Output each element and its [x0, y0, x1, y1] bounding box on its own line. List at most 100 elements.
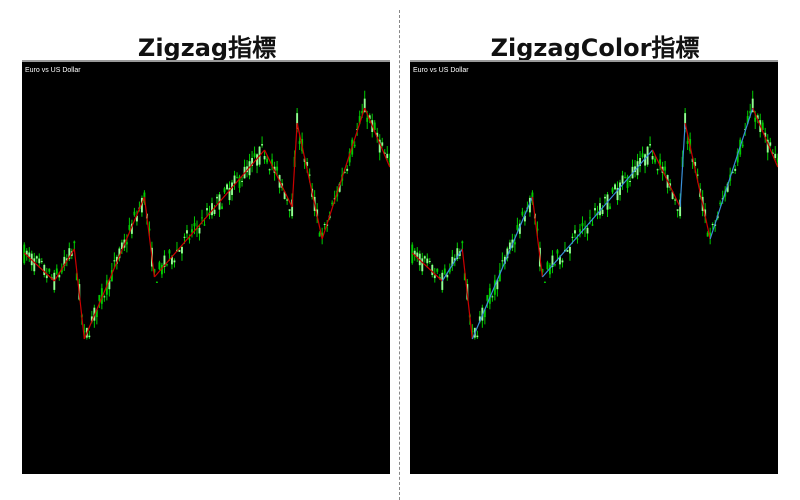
candle-body [246, 166, 249, 173]
candle-body [624, 177, 626, 179]
candle-body [43, 264, 46, 276]
candle-body [614, 184, 616, 190]
candle-body [323, 223, 326, 226]
candle-body [416, 252, 419, 257]
candle-body [28, 252, 31, 257]
candle-body [113, 260, 116, 262]
candle-body [378, 139, 381, 153]
candle-body [518, 223, 521, 234]
candle-body [649, 144, 652, 146]
candle-body [528, 197, 531, 213]
candle-body [456, 248, 459, 260]
candle-body [160, 264, 163, 275]
candle-body [446, 274, 449, 278]
zigzag-segment [461, 248, 473, 340]
candle-body [443, 268, 446, 274]
candle-body [709, 232, 712, 238]
candle-body [348, 151, 351, 163]
candle-body [581, 223, 584, 227]
candle-body [413, 250, 416, 255]
candle-body [621, 175, 624, 184]
candle-body [291, 199, 294, 217]
candle-body [158, 262, 161, 270]
candle-body [659, 159, 662, 167]
candle-body [656, 169, 659, 171]
zigzag-segment [684, 122, 711, 240]
candle-body [358, 116, 361, 124]
zigzag-segment [652, 149, 681, 208]
candle-body [105, 280, 108, 295]
candle-body [186, 230, 188, 234]
candle-body [110, 270, 113, 282]
candle-body [228, 187, 231, 201]
candle-body [173, 260, 176, 263]
candle-body [133, 211, 136, 216]
candle-body [433, 275, 436, 279]
candle-body [373, 122, 376, 130]
candle-body [261, 144, 264, 146]
candle-body [381, 142, 384, 146]
candle-body [388, 158, 390, 163]
candle-body [761, 122, 764, 130]
candle-body [155, 281, 158, 283]
candle-body [543, 281, 546, 283]
candle-body [241, 180, 243, 182]
zigzag-segment [364, 107, 390, 168]
candle-body [231, 182, 233, 195]
candle-body [441, 272, 444, 290]
candle-body [576, 238, 579, 240]
candle-body [686, 141, 689, 144]
candle-body [238, 176, 241, 188]
candle-body [233, 175, 236, 184]
candle-body [589, 217, 591, 219]
zigzag-chart[interactable]: Euro vs US Dollar [22, 60, 390, 474]
candle-body [118, 248, 121, 259]
candle-body [594, 208, 596, 211]
candle-body [331, 202, 334, 205]
candle-body [684, 113, 687, 129]
candle-body [165, 264, 168, 266]
candle-body [451, 256, 454, 266]
zigzag-segment [73, 248, 85, 340]
candle-body [769, 142, 772, 146]
candle-body [338, 183, 341, 192]
candle-body [471, 331, 474, 333]
candle-body [296, 113, 299, 129]
candle-body [206, 208, 208, 211]
candle-body [626, 176, 629, 188]
candle-body [221, 206, 223, 210]
candle-body [140, 197, 143, 213]
candle-body [346, 168, 349, 171]
candle-body [616, 187, 619, 201]
candle-body [574, 230, 576, 234]
candle-body [148, 228, 151, 231]
candle-body [639, 157, 642, 166]
candle-body [766, 139, 769, 153]
zigzag-segment [541, 149, 654, 278]
candle-body [90, 316, 93, 322]
candle-body [664, 166, 667, 171]
zigzagcolor-chart[interactable]: Euro vs US Dollar [410, 60, 778, 474]
candle-body [128, 225, 131, 230]
candle-body [363, 98, 366, 113]
candle-body [168, 250, 171, 254]
candle-body [386, 153, 389, 159]
candle-body [764, 132, 767, 138]
candle-body [604, 196, 606, 199]
candle-body [629, 180, 631, 182]
candle-body [741, 144, 744, 147]
candle-body [298, 141, 301, 144]
candle-body [506, 248, 509, 259]
candle-body [601, 209, 604, 214]
candle-body [45, 275, 48, 279]
zigzag-segment [83, 196, 145, 340]
candle-body [343, 171, 346, 173]
candle-body [478, 316, 481, 322]
candle-body [548, 264, 551, 275]
candle-body [553, 264, 556, 266]
zigzag-segment [709, 107, 754, 240]
candle-body [421, 258, 424, 272]
candle-body [253, 153, 256, 158]
candle-body [100, 288, 103, 304]
candle-body [163, 255, 166, 268]
